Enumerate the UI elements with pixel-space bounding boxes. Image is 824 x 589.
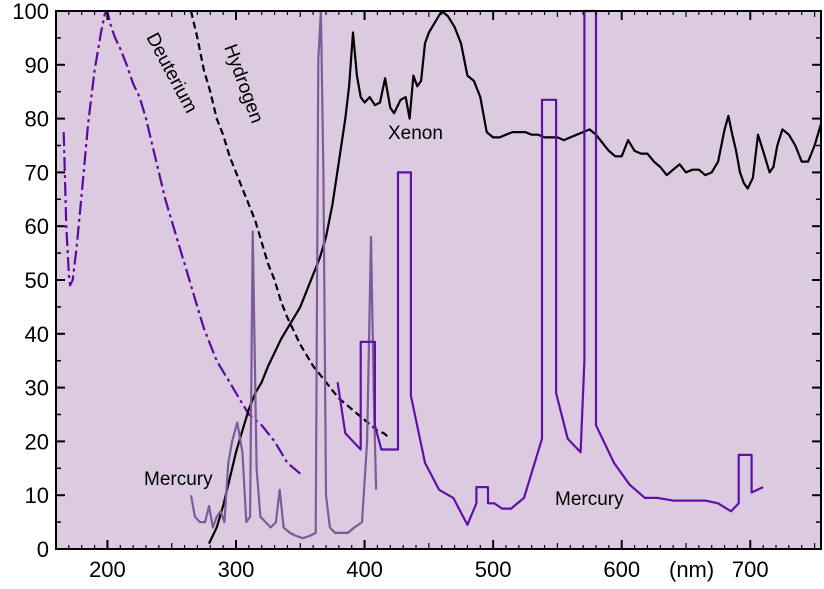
xenon-label: Xenon — [388, 123, 443, 144]
y-tick-label: 90 — [25, 53, 49, 78]
y-tick-label: 60 — [25, 214, 49, 239]
mercury-label-right: Mercury — [555, 489, 624, 510]
x-tick-label: 600 — [603, 557, 640, 582]
series-layer — [62, 9, 823, 545]
y-tick-label: 70 — [25, 160, 49, 185]
x-tick-label: 500 — [475, 557, 512, 582]
series-line-mercury-2 — [336, 9, 764, 526]
series-line-xenon — [208, 9, 823, 545]
y-tick-label: 30 — [25, 376, 49, 401]
series-line-mercury-1 — [189, 9, 378, 540]
y-tick-label: 20 — [25, 429, 49, 454]
y-tick-label: 0 — [37, 537, 49, 562]
x-tick-label: 400 — [346, 557, 383, 582]
mercury-label-left: Mercury — [144, 469, 213, 490]
x-unit-label: (nm) — [669, 557, 714, 582]
series-line-deuterium — [62, 11, 302, 475]
x-tick-label: 300 — [218, 557, 255, 582]
plot-area — [56, 11, 821, 549]
x-tick-label: 700 — [732, 557, 769, 582]
y-tick-label: 100 — [12, 0, 49, 24]
y-tick-label: 50 — [25, 268, 49, 293]
y-tick-label: 10 — [25, 483, 49, 508]
series-line-hydrogen — [189, 10, 392, 440]
axis-layer: 0 10 20 30 40 50 60 70 80 90 100 200 300 400 500 600 700 — [12, 0, 822, 582]
x-tick-label: 200 — [89, 557, 126, 582]
y-tick-label: 40 — [25, 322, 49, 347]
y-tick-label: 80 — [25, 107, 49, 132]
